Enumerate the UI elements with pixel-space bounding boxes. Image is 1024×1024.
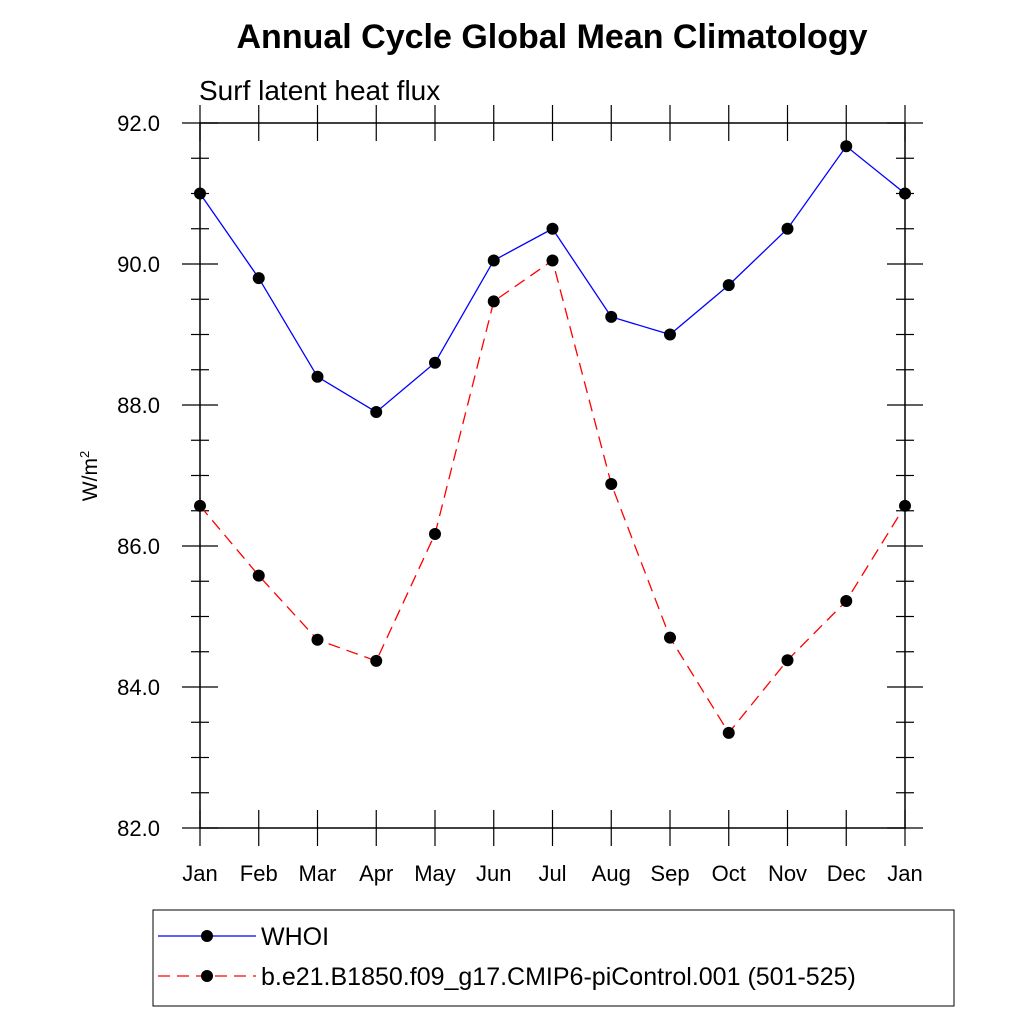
series-0-point [252, 272, 265, 285]
series-1-point [546, 254, 559, 267]
x-axis: Jan Feb Mar Apr May Jun Jul Aug Sep Oct Nov Dec Jan [182, 105, 923, 886]
series-1-point [252, 569, 265, 582]
series-0-point [429, 356, 441, 369]
series-1-point [664, 631, 676, 644]
series-0-point [194, 187, 206, 200]
x-tick-label: Jun [476, 861, 511, 886]
x-tick-label: Oct [712, 861, 746, 886]
x-tick-label: Mar [299, 861, 337, 886]
legend-items: WHOI b.e21.B1850.f09_g17.CMIP6-piControl.… [158, 923, 856, 991]
x-tick-label: May [414, 861, 456, 886]
series-0-point [840, 140, 853, 153]
y-tick-label: 88.0 [117, 393, 160, 418]
x-tick-label: Jan [887, 861, 922, 886]
x-tick-label: Apr [359, 861, 393, 886]
y-axis-label-unit: W/m [79, 458, 102, 501]
series-1-point [487, 295, 500, 308]
chart-subtitle: Surf latent heat flux [199, 75, 440, 106]
series-line-1 [199, 259, 906, 734]
series-1-point [194, 499, 206, 512]
series-layer [194, 140, 911, 739]
y-axis: 82.0 84.0 86.0 88.0 90.0 92.0 [117, 111, 923, 841]
series-1-point [840, 594, 853, 607]
series-0-point [899, 187, 911, 200]
series-1-point [899, 499, 911, 512]
legend: WHOI b.e21.B1850.f09_g17.CMIP6-piControl.… [152, 909, 955, 1007]
x-tick-label: Jan [182, 861, 217, 886]
series-1-point [429, 528, 441, 541]
y-axis-label-exponent: 2 [77, 451, 92, 458]
legend-marker-0 [201, 930, 213, 942]
y-axis-label: W/m2 [77, 451, 102, 501]
x-tick-label: Nov [768, 861, 807, 886]
legend-label-1: b.e21.B1850.f09_g17.CMIP6-piControl.001 … [261, 963, 856, 991]
series-0-point [722, 279, 735, 292]
series-0-point [664, 328, 676, 341]
chart-title: Annual Cycle Global Mean Climatology [237, 18, 868, 56]
legend-label-0: WHOI [261, 923, 329, 951]
series-0-point [311, 370, 324, 383]
x-tick-label: Jul [538, 861, 566, 886]
legend-box [152, 909, 955, 1007]
series-line-0 [199, 145, 906, 413]
series-1-point [605, 477, 618, 490]
series-1-point [311, 633, 324, 646]
series-0-point [370, 406, 383, 419]
series-1-point [370, 654, 383, 667]
series-0-point [487, 254, 500, 267]
x-tick-label: Aug [592, 861, 631, 886]
x-tick-label: Feb [240, 861, 278, 886]
series-0-point [546, 222, 559, 235]
series-0-point [781, 222, 794, 235]
y-tick-label: 82.0 [117, 816, 160, 841]
y-tick-label: 86.0 [117, 534, 160, 559]
legend-marker-1 [201, 970, 213, 982]
x-tick-label: Dec [827, 861, 866, 886]
y-tick-label: 84.0 [117, 675, 160, 700]
series-0-point [605, 310, 618, 323]
y-tick-label: 90.0 [117, 252, 160, 277]
series-1-point [722, 726, 735, 739]
series-1-point [781, 654, 794, 667]
x-tick-label: Sep [650, 861, 689, 886]
y-tick-label: 92.0 [117, 111, 160, 136]
